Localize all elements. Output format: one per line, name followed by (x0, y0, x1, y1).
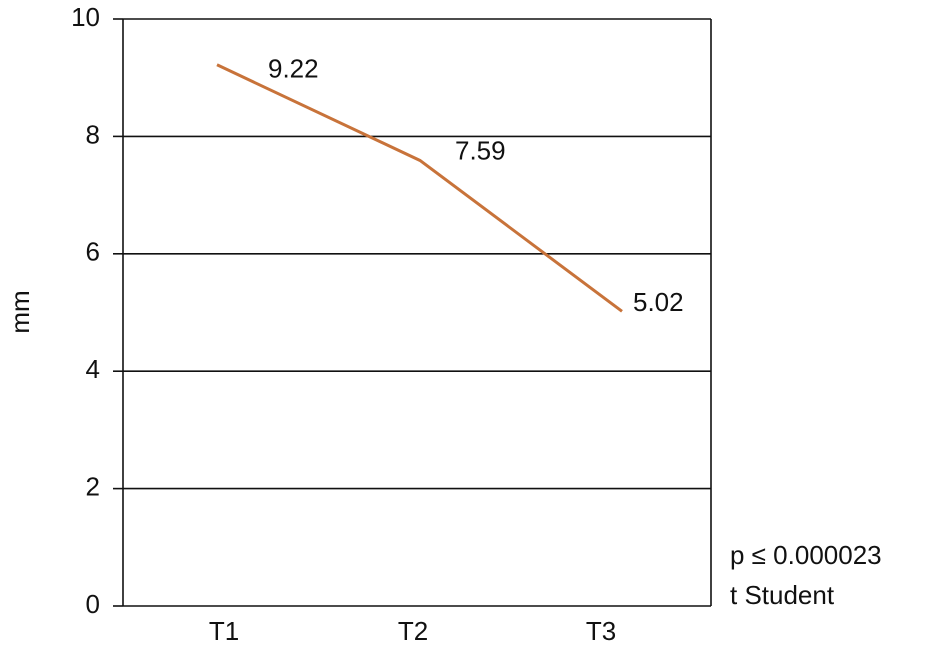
x-tick-label: T1 (209, 616, 239, 646)
y-tick-label: 10 (71, 2, 100, 32)
y-axis-label: mm (5, 290, 35, 333)
y-tick-label: 4 (86, 354, 100, 384)
data-label: 9.22 (268, 54, 319, 84)
data-line (216, 63, 623, 313)
data-label: 7.59 (455, 135, 506, 165)
annotation: p ≤ 0.000023 (730, 540, 882, 570)
y-tick-label: 6 (86, 237, 100, 267)
annotation: t Student (730, 580, 835, 610)
data-label: 5.02 (633, 287, 684, 317)
x-tick-label: T2 (398, 616, 428, 646)
x-tick-label: T3 (586, 616, 616, 646)
y-tick-label: 2 (86, 471, 100, 501)
y-tick-label: 8 (86, 119, 100, 149)
y-tick-label: 0 (86, 589, 100, 619)
